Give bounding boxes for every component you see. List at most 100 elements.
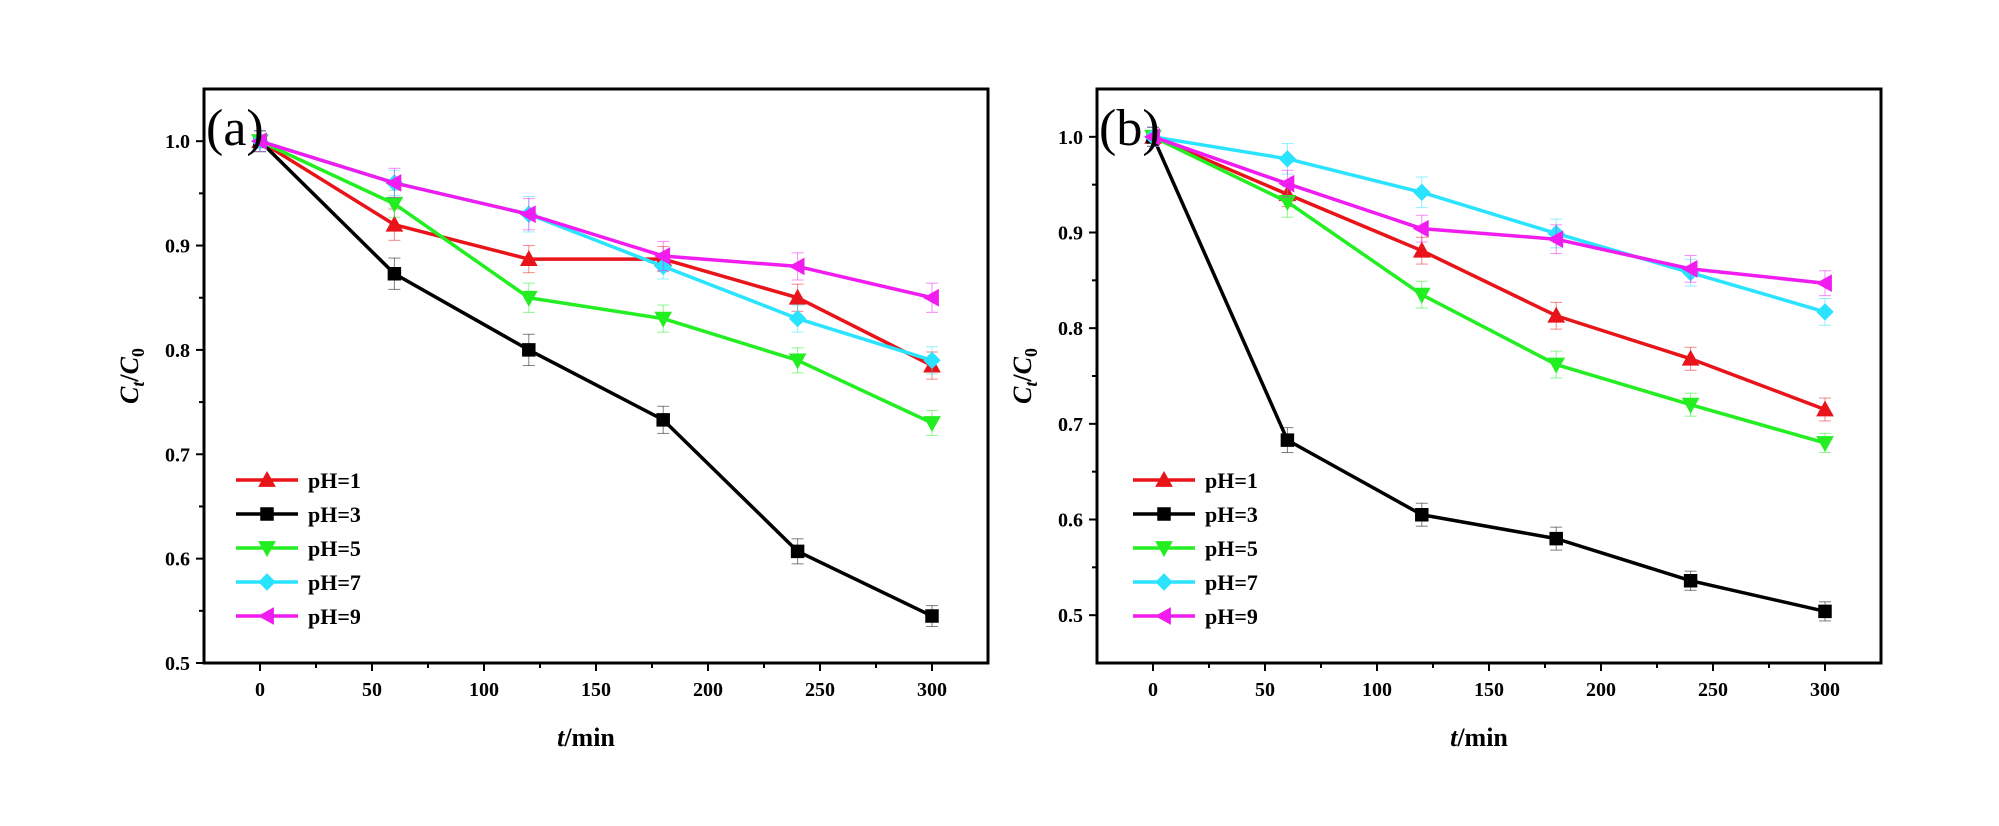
data-point	[1412, 241, 1431, 258]
data-point	[519, 290, 538, 307]
series-line	[259, 139, 933, 300]
y-label-c: C	[115, 386, 144, 404]
y-tick-label: 0.7	[1058, 414, 1083, 436]
y-label-c: C	[1008, 386, 1037, 404]
legend-label: pH=9	[1205, 604, 1258, 629]
x-tick-label: 150	[581, 679, 611, 701]
x-axis-label-unit: /min	[1456, 723, 1508, 752]
x-axis-label-var: t	[557, 723, 565, 752]
legend-item: pH=3	[1133, 502, 1258, 527]
series-ph-1	[251, 130, 941, 380]
legend-marker	[258, 573, 276, 591]
series-line	[1151, 136, 1826, 614]
data-point	[1816, 400, 1834, 417]
legend-item: pH=1	[236, 468, 361, 493]
y-tick-label: 0.8	[1058, 318, 1083, 340]
x-tick-label: 300	[1810, 679, 1840, 701]
data-point	[1818, 604, 1832, 619]
legend-item: pH=1	[1133, 468, 1258, 493]
legend-marker	[1155, 573, 1173, 591]
data-point	[654, 311, 673, 328]
data-point	[654, 247, 671, 265]
legend-label: pH=5	[308, 536, 361, 561]
data-point	[1816, 303, 1834, 321]
y-axis-label: Ct/C0	[115, 348, 148, 404]
legend-marker	[258, 541, 276, 558]
legend-marker	[1155, 470, 1173, 487]
y-tick-label: 0.5	[1058, 605, 1083, 627]
x-tick-label: 300	[917, 679, 947, 701]
y-label-t: t	[1021, 381, 1041, 387]
legend-label: pH=1	[308, 468, 361, 493]
data-point	[1681, 397, 1700, 414]
legend: pH=1 pH=3 pH=5 pH=7 pH=9	[1133, 468, 1258, 629]
data-point	[788, 288, 807, 305]
series-line	[259, 139, 933, 368]
y-tick-label: 0.9	[165, 236, 190, 258]
x-tick-label: 50	[1255, 679, 1275, 701]
series-ph-5	[251, 130, 941, 436]
legend-marker	[257, 607, 274, 625]
data-point	[250, 132, 267, 151]
data-point	[656, 413, 670, 427]
series-ph-9	[250, 130, 939, 313]
series-line	[1152, 135, 1826, 285]
data-point	[788, 353, 807, 370]
series-ph-7	[251, 130, 941, 375]
series-line	[259, 139, 933, 425]
data-point	[1549, 531, 1563, 546]
legend-label: pH=3	[308, 502, 361, 527]
data-point	[1278, 174, 1295, 193]
data-point	[923, 351, 941, 370]
legend-marker	[260, 507, 274, 521]
legend-marker	[1155, 541, 1173, 558]
data-point	[1547, 357, 1566, 374]
data-point	[1278, 150, 1297, 168]
legend-item: pH=3	[236, 502, 361, 527]
data-point	[1815, 274, 1832, 293]
legend-label: pH=1	[1205, 468, 1258, 493]
data-point	[788, 309, 807, 328]
x-axis-label: t/min	[557, 723, 615, 752]
data-point	[385, 174, 402, 192]
legend-item: pH=5	[236, 536, 361, 561]
data-point	[1681, 349, 1700, 366]
data-point	[1547, 306, 1566, 323]
panel-label: (b)	[1099, 100, 1160, 157]
x-tick-label: 200	[1586, 679, 1616, 701]
data-point	[387, 266, 402, 281]
x-tick-label: 0	[255, 679, 265, 701]
legend-item: pH=7	[236, 570, 361, 595]
series-ph-7	[1144, 126, 1834, 326]
y-label-sub0: 0	[128, 348, 148, 357]
y-label-c0: C	[115, 356, 144, 374]
data-point	[1412, 287, 1431, 304]
x-tick-label: 50	[362, 679, 382, 701]
y-tick-label: 0.8	[165, 340, 190, 362]
data-point	[790, 544, 805, 559]
series-line	[1152, 135, 1826, 412]
data-point	[519, 205, 536, 224]
y-label-t: t	[128, 381, 148, 387]
legend-label: pH=3	[1205, 502, 1258, 527]
data-point	[923, 416, 941, 432]
y-label-sub0: 0	[1021, 348, 1041, 357]
x-tick-label: 250	[1698, 679, 1728, 701]
x-tick-label: 250	[805, 679, 835, 701]
legend: pH=1 pH=3 pH=5 pH=7 pH=9	[236, 468, 361, 629]
panel-label: (a)	[206, 100, 264, 157]
data-point	[1683, 573, 1698, 588]
legend-label: pH=7	[308, 570, 361, 595]
x-tick-label: 100	[1362, 679, 1392, 701]
legend-marker	[1157, 507, 1171, 521]
series-line	[1152, 135, 1826, 314]
data-point	[1816, 436, 1834, 452]
y-tick-label: 1.0	[1058, 127, 1083, 149]
y-tick-label: 0.7	[165, 444, 190, 466]
legend-item: pH=9	[236, 604, 361, 629]
y-label-slash: /	[1008, 374, 1037, 383]
x-axis-label-unit: /min	[563, 723, 615, 752]
series-line	[1152, 135, 1826, 445]
x-tick-label: 200	[693, 679, 723, 701]
